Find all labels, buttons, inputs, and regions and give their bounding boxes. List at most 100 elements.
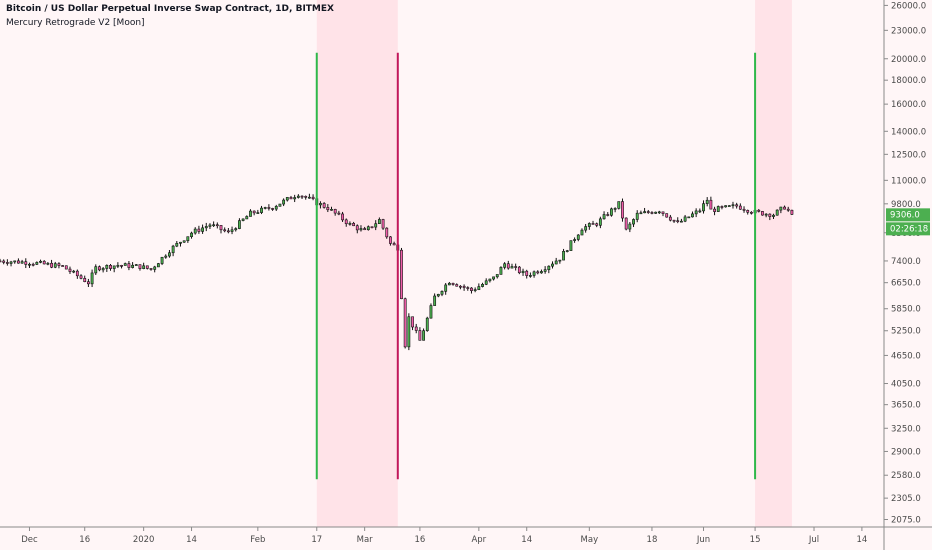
y-tick-label: 4050.0 bbox=[891, 380, 921, 390]
candle-body bbox=[668, 216, 672, 221]
countdown-badge bbox=[886, 222, 930, 236]
candle-body bbox=[245, 216, 249, 220]
candle-body bbox=[587, 223, 591, 227]
last-price-label: 9306.0 bbox=[890, 210, 920, 220]
candle-body bbox=[584, 226, 588, 231]
candle-body bbox=[425, 317, 429, 332]
y-tick-label: 2900.0 bbox=[891, 447, 921, 457]
candle-body bbox=[238, 220, 241, 229]
candle-body bbox=[389, 236, 392, 244]
candle-body bbox=[414, 326, 418, 331]
x-tick-label: 18 bbox=[647, 535, 658, 545]
candle-body bbox=[768, 213, 772, 217]
candle-body bbox=[352, 223, 356, 227]
y-tick-label: 4650.0 bbox=[891, 351, 921, 361]
retrograde-shading bbox=[316, 0, 792, 527]
candle-body bbox=[580, 229, 584, 236]
candle-body bbox=[64, 265, 68, 270]
y-tick-label: 3250.0 bbox=[891, 424, 921, 434]
candle-body bbox=[473, 289, 477, 291]
candle-body bbox=[558, 259, 562, 262]
candle-body bbox=[72, 270, 76, 273]
candle-body bbox=[477, 286, 481, 290]
x-tick-label: 14 bbox=[856, 535, 867, 545]
x-tick-label: 16 bbox=[414, 535, 425, 545]
candle-body bbox=[624, 217, 628, 230]
candle-body bbox=[319, 203, 322, 206]
y-tick-label: 16000.0 bbox=[891, 100, 926, 110]
y-tick-label: 3650.0 bbox=[891, 401, 921, 411]
candle-body bbox=[783, 206, 786, 210]
candle-body bbox=[123, 263, 127, 266]
retrograde-period bbox=[316, 0, 398, 527]
candle-body bbox=[764, 213, 768, 216]
candle-body bbox=[17, 260, 20, 264]
candle-body bbox=[418, 330, 422, 341]
x-tick-label: Feb bbox=[250, 535, 265, 545]
y-tick-label: 18000.0 bbox=[891, 76, 926, 86]
candle-body bbox=[219, 225, 223, 231]
candle-body bbox=[282, 199, 286, 205]
candle-body bbox=[42, 260, 46, 265]
x-tick-label: 2020 bbox=[133, 535, 155, 545]
candle-body bbox=[749, 211, 753, 214]
candle-body bbox=[488, 278, 492, 282]
candle-body bbox=[724, 205, 728, 208]
candle-body bbox=[720, 206, 724, 208]
candle-body bbox=[271, 208, 274, 210]
candle-body bbox=[381, 219, 385, 229]
candle-body bbox=[680, 220, 683, 223]
candle-body bbox=[429, 305, 433, 319]
candle-body bbox=[28, 263, 31, 266]
candle-body bbox=[481, 284, 484, 287]
candle-body bbox=[179, 241, 182, 244]
symbol-title: Bitcoin / US Dollar Perpetual Inverse Sw… bbox=[6, 4, 334, 14]
candle-body bbox=[735, 204, 739, 207]
candle-body bbox=[201, 227, 204, 232]
candle-body bbox=[510, 266, 514, 269]
y-tick-label: 2580.0 bbox=[891, 471, 921, 481]
candle-body bbox=[731, 204, 735, 207]
retrograde-markers bbox=[315, 52, 757, 480]
candle-body bbox=[617, 201, 621, 209]
candle-body bbox=[182, 240, 186, 243]
price-axis[interactable] bbox=[884, 0, 932, 550]
candle-body bbox=[260, 207, 263, 213]
candle-body bbox=[311, 196, 315, 200]
candle-body bbox=[307, 196, 311, 199]
candle-body bbox=[727, 205, 731, 207]
candle-body bbox=[13, 260, 17, 263]
candle-body bbox=[289, 197, 293, 200]
candle-body bbox=[39, 260, 42, 263]
candle-body bbox=[606, 214, 610, 216]
candle-body bbox=[86, 281, 90, 285]
retrograde-period bbox=[755, 0, 792, 527]
candle-body bbox=[241, 218, 245, 221]
candle-body bbox=[499, 267, 503, 275]
candle-body bbox=[694, 210, 698, 215]
candle-body bbox=[20, 261, 24, 264]
candle-body bbox=[687, 216, 691, 219]
candle-body bbox=[632, 219, 635, 225]
candle-body bbox=[53, 263, 57, 268]
candle-body bbox=[635, 212, 639, 220]
time-axis[interactable] bbox=[0, 527, 932, 550]
candle-body bbox=[525, 270, 529, 276]
candle-body bbox=[68, 268, 72, 272]
indicator-title[interactable]: Mercury Retrograde V2 [Moon] bbox=[6, 18, 145, 28]
candle-body bbox=[79, 275, 83, 279]
candle-body bbox=[0, 260, 2, 263]
candle-body bbox=[300, 195, 304, 198]
candle-body bbox=[403, 298, 407, 348]
candle-body bbox=[761, 211, 764, 216]
last-price-badge bbox=[886, 208, 930, 222]
candle-body bbox=[705, 199, 709, 204]
candle-body bbox=[455, 284, 459, 287]
candle-body bbox=[650, 212, 654, 214]
candle-body bbox=[366, 226, 370, 231]
candle-body bbox=[610, 208, 613, 216]
candle-body bbox=[514, 266, 518, 268]
candle-body bbox=[433, 295, 437, 306]
